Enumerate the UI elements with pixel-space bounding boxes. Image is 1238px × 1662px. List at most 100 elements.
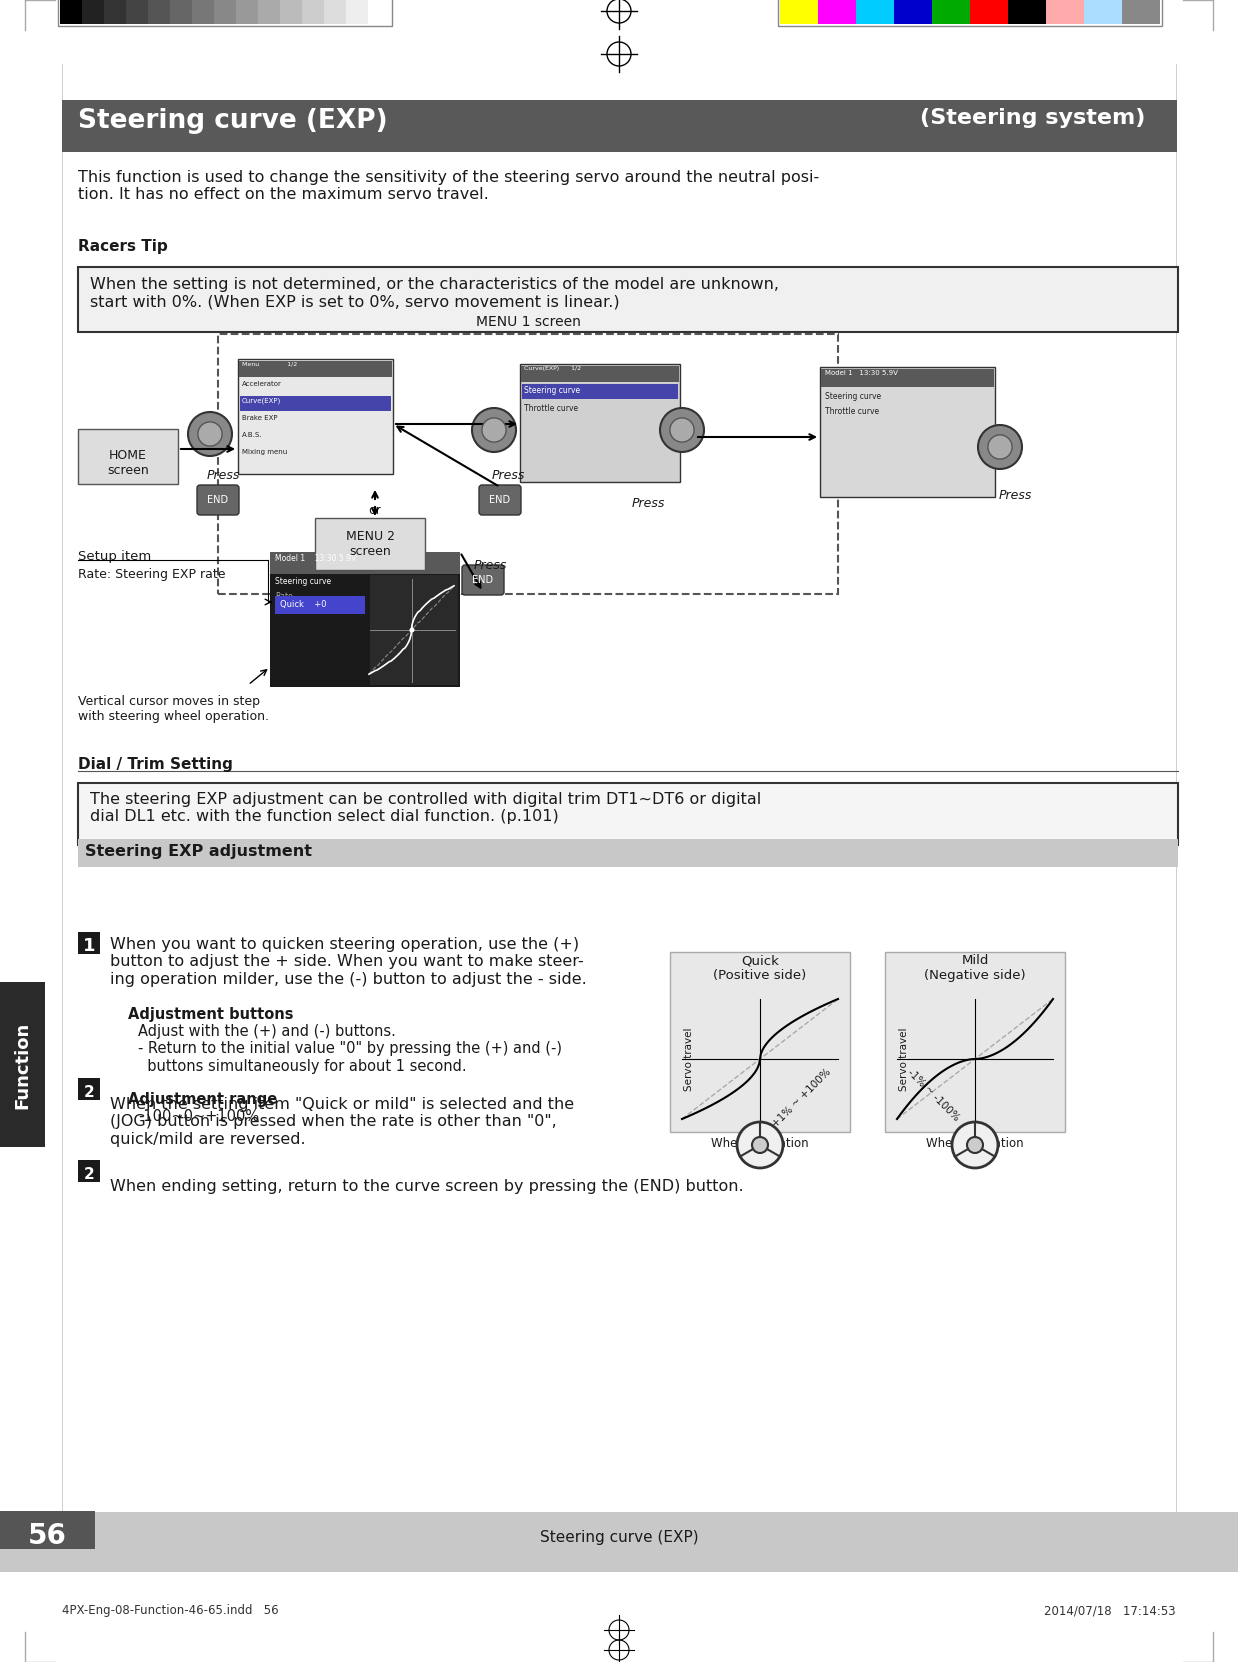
Text: +1% ~ +100%: +1% ~ +100% <box>771 1067 833 1130</box>
Circle shape <box>670 417 695 442</box>
Text: or: or <box>369 504 381 517</box>
Text: HOME
screen: HOME screen <box>108 449 149 477</box>
Bar <box>521 366 678 382</box>
Bar <box>239 361 392 377</box>
Bar <box>170 0 192 23</box>
Bar <box>104 0 126 23</box>
Bar <box>855 0 894 23</box>
Text: Throttle curve: Throttle curve <box>825 407 879 416</box>
Text: The steering EXP adjustment can be controlled with digital trim DT1~DT6 or digit: The steering EXP adjustment can be contr… <box>90 793 761 824</box>
Text: Racers Tip: Racers Tip <box>78 239 168 254</box>
Bar <box>236 0 258 23</box>
Text: Curve(EXP)      1/2: Curve(EXP) 1/2 <box>524 366 581 371</box>
Text: Menu              1/2: Menu 1/2 <box>241 361 297 366</box>
Bar <box>368 0 390 23</box>
Text: Rate: Steering EXP rate: Rate: Steering EXP rate <box>78 568 225 582</box>
Text: Function: Function <box>14 1022 31 1109</box>
Bar <box>670 952 851 1132</box>
Text: MENU 1 screen: MENU 1 screen <box>475 316 581 329</box>
Text: END: END <box>489 495 510 505</box>
Circle shape <box>978 425 1023 469</box>
Text: Steering curve: Steering curve <box>825 392 881 401</box>
Text: Steering curve: Steering curve <box>524 386 581 396</box>
Text: Wheel operation: Wheel operation <box>926 1137 1024 1150</box>
Text: Model 1   13:30 5.9V: Model 1 13:30 5.9V <box>825 371 898 376</box>
Text: Adjust with the (+) and (-) buttons.
- Return to the initial value "0" by pressi: Adjust with the (+) and (-) buttons. - R… <box>137 1024 562 1074</box>
Text: Throttle curve: Throttle curve <box>524 404 578 412</box>
Text: 2014/07/18   17:14:53: 2014/07/18 17:14:53 <box>1045 1604 1176 1617</box>
Text: Press: Press <box>473 558 506 572</box>
Text: Press: Press <box>207 469 240 482</box>
Circle shape <box>988 435 1013 459</box>
Text: Mixing menu: Mixing menu <box>241 449 287 455</box>
Bar <box>78 839 1179 868</box>
Circle shape <box>482 417 506 442</box>
Bar <box>818 0 855 23</box>
Text: Steering EXP adjustment: Steering EXP adjustment <box>85 844 312 859</box>
Circle shape <box>198 422 222 445</box>
Text: 2: 2 <box>84 1085 94 1100</box>
Text: -1% ~ -100%: -1% ~ -100% <box>905 1067 961 1124</box>
Bar <box>0 1512 1238 1572</box>
Text: Press: Press <box>491 469 525 482</box>
Bar <box>885 952 1065 1132</box>
Text: Servo travel: Servo travel <box>685 1027 695 1090</box>
Text: Model 1    13:30 5.9V: Model 1 13:30 5.9V <box>275 553 357 563</box>
Text: 2: 2 <box>84 1167 94 1182</box>
Text: (Steering system): (Steering system) <box>920 108 1145 128</box>
Bar <box>894 0 932 23</box>
Text: Press: Press <box>998 489 1031 502</box>
Bar <box>820 367 995 497</box>
Text: When the setting is not determined, or the characteristics of the model are unkn: When the setting is not determined, or t… <box>90 278 779 309</box>
Bar <box>59 0 82 23</box>
FancyBboxPatch shape <box>197 485 239 515</box>
Bar <box>522 384 678 399</box>
Bar <box>370 575 458 685</box>
Bar <box>78 1160 100 1182</box>
Text: MENU 2
screen: MENU 2 screen <box>345 530 395 558</box>
FancyBboxPatch shape <box>462 565 504 595</box>
Text: Steering curve (EXP): Steering curve (EXP) <box>540 1531 698 1546</box>
Bar <box>82 0 104 23</box>
Circle shape <box>737 1122 782 1168</box>
Text: A.B.S.: A.B.S. <box>241 432 262 439</box>
Text: 1: 1 <box>83 937 95 956</box>
Text: Steering curve (EXP): Steering curve (EXP) <box>78 108 387 135</box>
Text: Accelerator: Accelerator <box>241 381 282 387</box>
Bar <box>270 552 461 686</box>
Text: Mild
(Negative side): Mild (Negative side) <box>925 954 1026 982</box>
Text: Adjustment buttons: Adjustment buttons <box>128 1007 293 1022</box>
Text: When the setting item "Quick or mild" is selected and the
(JOG) button is presse: When the setting item "Quick or mild" is… <box>110 1097 574 1147</box>
Bar <box>932 0 971 23</box>
Bar <box>149 0 170 23</box>
Text: Servo travel: Servo travel <box>899 1027 909 1090</box>
Bar <box>324 0 345 23</box>
FancyBboxPatch shape <box>479 485 521 515</box>
Text: Vertical cursor moves in step
with steering wheel operation.: Vertical cursor moves in step with steer… <box>78 695 269 723</box>
Bar <box>1084 0 1122 23</box>
Text: Press: Press <box>631 497 665 510</box>
Bar <box>258 0 280 23</box>
Circle shape <box>952 1122 998 1168</box>
Bar <box>0 982 45 1147</box>
Bar <box>78 1079 100 1100</box>
Bar <box>62 100 1177 151</box>
Bar <box>1008 0 1046 23</box>
Text: Dial / Trim Setting: Dial / Trim Setting <box>78 756 233 773</box>
Text: Quick
(Positive side): Quick (Positive side) <box>713 954 807 982</box>
Bar <box>345 0 368 23</box>
Bar <box>314 519 425 570</box>
Bar <box>78 429 178 484</box>
Bar <box>302 0 324 23</box>
Bar <box>270 552 461 573</box>
Circle shape <box>188 412 232 455</box>
Text: When ending setting, return to the curve screen by pressing the (END) button.: When ending setting, return to the curve… <box>110 1178 744 1193</box>
Bar <box>0 1511 95 1549</box>
Bar <box>78 932 100 954</box>
Circle shape <box>410 628 415 633</box>
Text: END: END <box>208 495 229 505</box>
Text: Brake EXP: Brake EXP <box>241 416 277 420</box>
Text: Curve(EXP): Curve(EXP) <box>241 397 281 404</box>
Bar <box>520 364 680 482</box>
Text: When you want to quicken steering operation, use the (+)
button to adjust the + : When you want to quicken steering operat… <box>110 937 587 987</box>
